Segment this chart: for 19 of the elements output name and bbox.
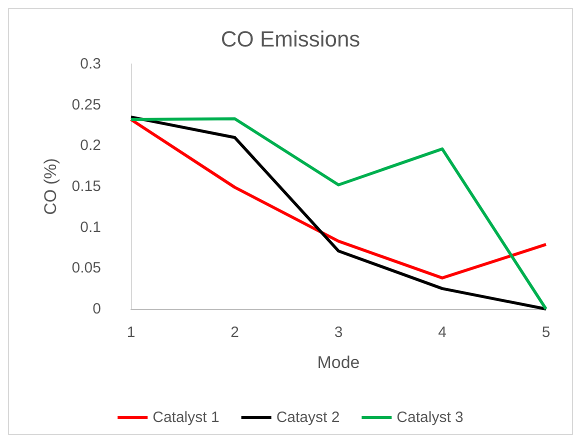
y-tick-label: 0 — [92, 300, 101, 318]
y-tick-label: 0.2 — [80, 137, 101, 154]
line-series — [130, 118, 548, 280]
legend-label: Catalyst 3 — [396, 409, 464, 426]
y-tick-label: 0.1 — [80, 218, 101, 236]
y-tick-label: 0.25 — [72, 96, 101, 114]
y-tick-label: 0.3 — [80, 56, 101, 72]
y-tick-label: 0.15 — [72, 178, 101, 195]
legend-label: Catalyst 1 — [152, 409, 220, 426]
x-tick-label: 3 — [334, 324, 343, 341]
x-tick-label: 5 — [542, 324, 550, 341]
chart-title: CO Emissions — [220, 26, 360, 52]
x-axis-title: Mode — [317, 353, 360, 372]
x-tick-label: 4 — [438, 324, 446, 341]
x-tick-label: 1 — [126, 324, 136, 341]
x-tick-label: 2 — [230, 324, 239, 341]
y-tick-label: 0.05 — [72, 260, 101, 277]
legend-label: Catayst 2 — [276, 409, 340, 426]
y-axis-title: CO (%) — [41, 158, 60, 215]
